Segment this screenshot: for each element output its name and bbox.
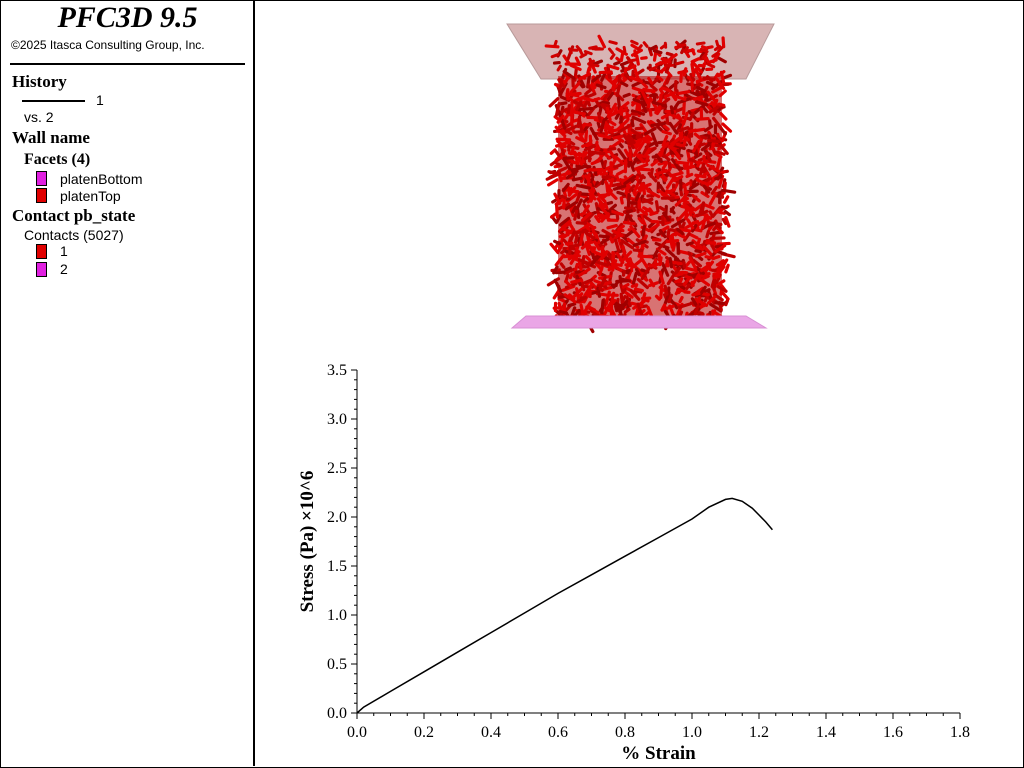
legend-item-contact-1: 1	[60, 243, 68, 259]
y-tick-label: 1.0	[327, 607, 347, 624]
swatch-contact-1	[36, 244, 47, 259]
history-line-sample	[22, 100, 85, 102]
x-tick-label: 1.2	[749, 724, 769, 741]
swatch-platen-top	[36, 188, 47, 203]
contacts-subheading: Contacts (5027)	[24, 227, 124, 243]
y-tick-label: 2.5	[327, 460, 347, 477]
y-tick-label: 3.5	[327, 362, 347, 379]
copyright-text: ©2025 Itasca Consulting Group, Inc.	[11, 38, 205, 52]
x-axis-label: % Strain	[621, 743, 696, 764]
history-series-label: 1	[96, 92, 104, 108]
contact-network	[544, 34, 737, 334]
x-tick-label: 0.0	[347, 724, 367, 741]
contact-heading: Contact pb_state	[12, 206, 136, 225]
y-tick-label: 0.0	[327, 705, 347, 722]
y-axis-label: Stress (Pa) ×10^6	[297, 471, 318, 613]
history-heading: History	[12, 72, 67, 91]
y-tick-label: 1.5	[327, 558, 347, 575]
swatch-contact-2	[36, 262, 47, 277]
legend-item-contact-2: 2	[60, 261, 68, 277]
x-tick-label: 0.2	[414, 724, 434, 741]
y-tick-label: 3.0	[327, 411, 347, 428]
y-tick-label: 2.0	[327, 509, 347, 526]
model-viewport[interactable]: 0.0 0.2 0.4 0.6 0.8 1.0 1.2 1.4 1.6 1.8 0.0 0.5 1.0 1…	[256, 0, 1022, 766]
title-divider	[10, 63, 245, 65]
history-vs-label: vs. 2	[24, 109, 54, 125]
x-tick-label: 1.4	[816, 724, 836, 741]
stress-strain-chart: 0.0 0.2 0.4 0.6 0.8 1.0 1.2 1.4 1.6 1.8 0.0 0.5 1.0 1…	[297, 362, 970, 764]
y-tick-label: 0.5	[327, 656, 347, 673]
app-title: PFC3D 9.5	[57, 1, 198, 34]
wall-heading: Wall name	[12, 128, 90, 147]
x-tick-label: 1.8	[950, 724, 970, 741]
specimen-3d-view[interactable]	[256, 0, 1022, 350]
legend-panel: PFC3D 9.5 ©2025 Itasca Consulting Group,…	[0, 0, 255, 766]
legend-item-platen-top: platenTop	[60, 188, 121, 204]
stress-strain-curve	[356, 497, 773, 714]
x-tick-label: 0.4	[481, 724, 501, 741]
x-tick-label: 0.6	[548, 724, 568, 741]
x-tick-label: 1.0	[682, 724, 702, 741]
legend-item-platen-bottom: platenBottom	[60, 171, 143, 187]
x-tick-label: 0.8	[615, 724, 635, 741]
x-tick-label: 1.6	[883, 724, 903, 741]
bottom-platen	[510, 315, 768, 329]
facets-subheading: Facets (4)	[24, 151, 91, 168]
swatch-platen-bottom	[36, 171, 47, 186]
